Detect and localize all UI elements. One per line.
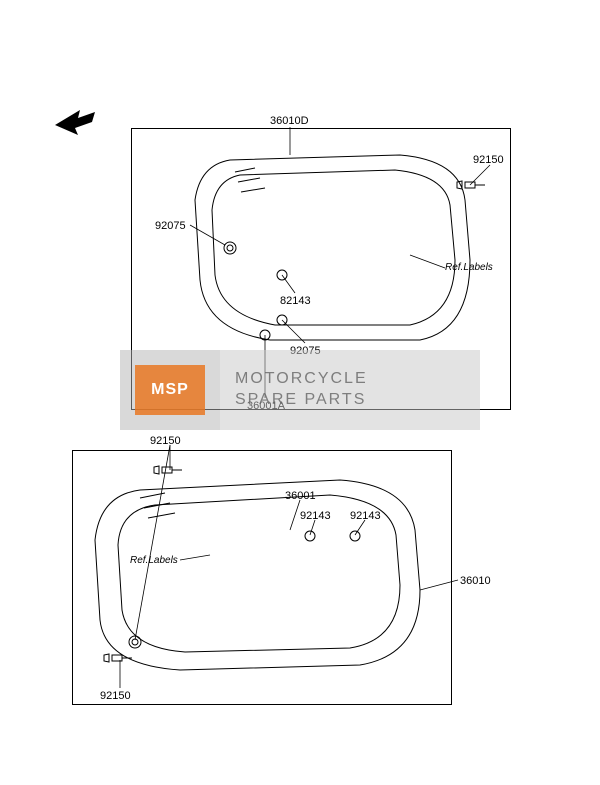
watermark-line1: MOTORCYCLE bbox=[235, 369, 480, 390]
part-label-36010D: 36010D bbox=[270, 115, 309, 127]
part-label-92143_b: 92143 bbox=[350, 510, 381, 522]
watermark: MSP MOTORCYCLE SPARE PARTS bbox=[120, 350, 480, 430]
parts-diagram: 36010D9215092075821439207536001A92150360… bbox=[0, 0, 600, 785]
part-label-92150_mid: 92150 bbox=[150, 435, 181, 447]
watermark-line2: SPARE PARTS bbox=[235, 390, 480, 411]
part-label-92150_top: 92150 bbox=[473, 154, 504, 166]
part-label-36001: 36001 bbox=[285, 490, 316, 502]
part-label-92150_bot: 92150 bbox=[100, 690, 131, 702]
direction-arrow-icon bbox=[50, 100, 100, 145]
ref-label-1: Ref.Labels bbox=[130, 555, 178, 566]
part-label-92075_top: 92075 bbox=[155, 220, 186, 232]
watermark-logo-text: MSP bbox=[135, 365, 205, 415]
part-label-82143: 82143 bbox=[280, 295, 311, 307]
frame-bottom bbox=[72, 450, 452, 705]
ref-label-0: Ref.Labels bbox=[445, 262, 493, 273]
watermark-text: MOTORCYCLE SPARE PARTS bbox=[220, 350, 480, 430]
watermark-logo: MSP bbox=[120, 350, 220, 430]
part-label-92143_a: 92143 bbox=[300, 510, 331, 522]
part-label-36010: 36010 bbox=[460, 575, 491, 587]
